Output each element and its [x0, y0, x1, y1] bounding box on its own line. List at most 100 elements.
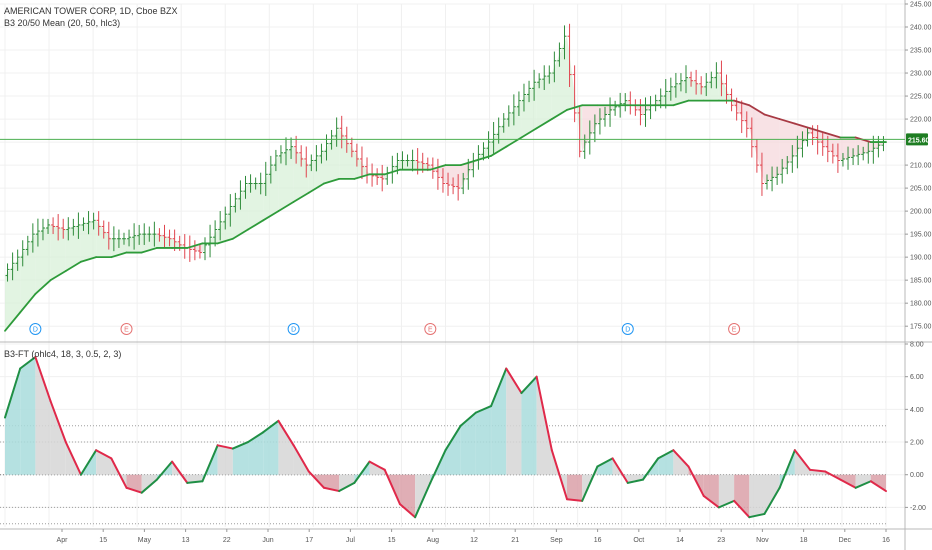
price-ma-fill-segment: [323, 128, 340, 184]
oscillator-line-segment: [444, 424, 462, 452]
oscillator-line-segment: [763, 486, 781, 515]
price-bar: [202, 237, 207, 261]
price-bar: [461, 172, 466, 195]
oscillator-line-segment: [535, 375, 553, 452]
price-bar: [35, 218, 40, 247]
price-ma-fill-segment: [80, 220, 97, 262]
price-bar: [309, 154, 314, 172]
price-bar: [861, 146, 866, 161]
price-bar: [86, 211, 91, 235]
oscillator-line-segment: [353, 460, 371, 484]
oscillator-line-segment: [49, 400, 67, 444]
oscillator-axis-label: 0.00: [910, 472, 924, 479]
oscillator-line-segment: [778, 449, 796, 489]
price-bar: [866, 140, 871, 164]
ma-line-segment: [277, 201, 295, 213]
price-ma-fill-segment: [339, 128, 355, 179]
ma-line-segment: [323, 178, 341, 185]
price-axis-label: 230.00: [910, 71, 932, 78]
price-ma-fill-segment: [96, 220, 112, 258]
price-bar: [375, 168, 380, 185]
oscillator-axis-label: 2.00: [910, 440, 924, 447]
price-ma-fill-segment: [718, 73, 735, 106]
price-ma-fill-segment: [202, 229, 218, 253]
price-bar: [15, 249, 20, 271]
price-bar: [142, 223, 147, 245]
event-marker-label: D: [291, 327, 296, 334]
price-ma-fill-segment: [65, 224, 81, 271]
event-marker-label: D: [33, 327, 38, 334]
price-bar: [132, 223, 137, 250]
oscillator-axis-label: -2.00: [910, 505, 926, 512]
price-bar: [435, 158, 440, 190]
ma-line-segment: [353, 173, 371, 180]
event-marker-label: E: [124, 327, 129, 334]
price-bar: [491, 121, 496, 155]
event-marker: E: [120, 323, 133, 335]
price-bar: [851, 148, 856, 166]
price-ma-fill-segment: [536, 73, 552, 129]
oscillator-line-segment: [626, 478, 644, 484]
price-bar: [268, 155, 273, 184]
price-bar: [668, 77, 673, 101]
price-bar: [795, 135, 800, 169]
oscillator-fill-segment: [764, 474, 780, 514]
oscillator-line-segment: [839, 478, 857, 489]
price-bar: [299, 145, 304, 167]
price-bar: [846, 146, 851, 170]
oscillator-line-segment: [125, 486, 143, 494]
price-bar: [324, 134, 329, 161]
price-bar: [754, 139, 759, 173]
price-bar: [284, 137, 289, 166]
price-bar: [699, 76, 704, 95]
time-axis-label: 22: [223, 537, 231, 544]
oscillator-line: [4, 356, 887, 519]
price-bar: [10, 252, 15, 281]
ma-line-segment: [429, 164, 447, 171]
time-axis-label: 16: [882, 537, 890, 544]
event-marker-circle: [424, 323, 437, 335]
oscillator-fill-segment: [597, 458, 613, 475]
price-bar: [349, 137, 354, 158]
price-bar: [116, 229, 121, 248]
price-ma-fill-segment: [50, 224, 66, 281]
oscillator-fill-segment: [96, 450, 112, 475]
price-bars: [5, 23, 886, 282]
price-bar: [111, 226, 116, 252]
price-bar: [354, 143, 359, 167]
price-bar: [218, 211, 223, 241]
oscillator-line-segment: [216, 444, 234, 450]
ma-line-segment: [459, 159, 477, 166]
price-bar: [840, 152, 845, 167]
ma-line-segment: [307, 182, 325, 194]
price-bar: [820, 132, 825, 156]
oscillator-line-segment: [140, 478, 158, 494]
price-bar: [770, 166, 775, 192]
price-bar: [704, 73, 709, 97]
oscillator-line-segment: [505, 367, 523, 395]
oscillator-fill-segment: [825, 471, 841, 480]
oscillator-line-segment: [824, 470, 842, 481]
price-bar: [602, 106, 607, 127]
oscillator-fill-segment: [734, 474, 750, 518]
oscillator-fill-segment: [35, 357, 51, 475]
price-bar: [228, 194, 233, 227]
price-bar: [673, 72, 678, 98]
oscillator-fill: [5, 357, 886, 518]
event-marker-circle: [287, 323, 300, 335]
oscillator-axis-label: 8.00: [910, 342, 924, 349]
oscillator-fill-segment: [779, 450, 795, 488]
oscillator-axis-label: 6.00: [910, 374, 924, 381]
event-marker: D: [621, 323, 634, 335]
oscillator-fill-segment: [339, 474, 355, 492]
price-bar: [501, 113, 506, 133]
ma-line-segment: [383, 168, 401, 176]
price-bar: [451, 177, 456, 195]
event-marker-circle: [120, 323, 133, 335]
price-bar: [765, 174, 770, 190]
price-bar: [856, 145, 861, 166]
price-ma-fill-segment: [764, 114, 780, 184]
price-bar: [511, 94, 516, 126]
price-bar: [56, 214, 61, 241]
